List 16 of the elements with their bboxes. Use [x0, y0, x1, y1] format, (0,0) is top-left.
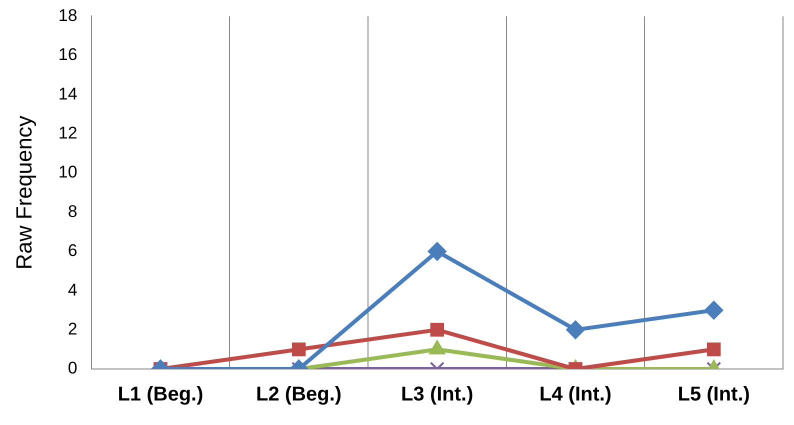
y-tick-label: 16	[58, 45, 78, 64]
y-tick-label: 10	[58, 162, 78, 182]
x-tick-label: L1 (Beg.)	[118, 384, 204, 406]
y-tick-label: 2	[68, 319, 78, 338]
x-tick-label: L3 (Int.)	[401, 384, 474, 406]
x-tick-label: L2 (Beg.)	[256, 384, 342, 406]
x-tick-label: L5 (Int.)	[678, 384, 750, 406]
y-tick-label: 6	[68, 241, 78, 260]
y-axis-title: Raw Frequency	[11, 116, 36, 270]
x-tick-label: L4 (Int.)	[539, 384, 612, 406]
y-tick-label: 14	[58, 84, 78, 104]
y-tick-label: 18	[58, 6, 78, 25]
y-tick-label: 4	[68, 280, 78, 300]
y-tick-label: 8	[68, 202, 78, 221]
y-tick-label: 0	[68, 358, 78, 378]
y-tick-label: 12	[58, 123, 78, 142]
